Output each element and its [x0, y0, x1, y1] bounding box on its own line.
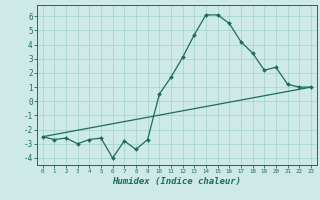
X-axis label: Humidex (Indice chaleur): Humidex (Indice chaleur) [112, 177, 241, 186]
